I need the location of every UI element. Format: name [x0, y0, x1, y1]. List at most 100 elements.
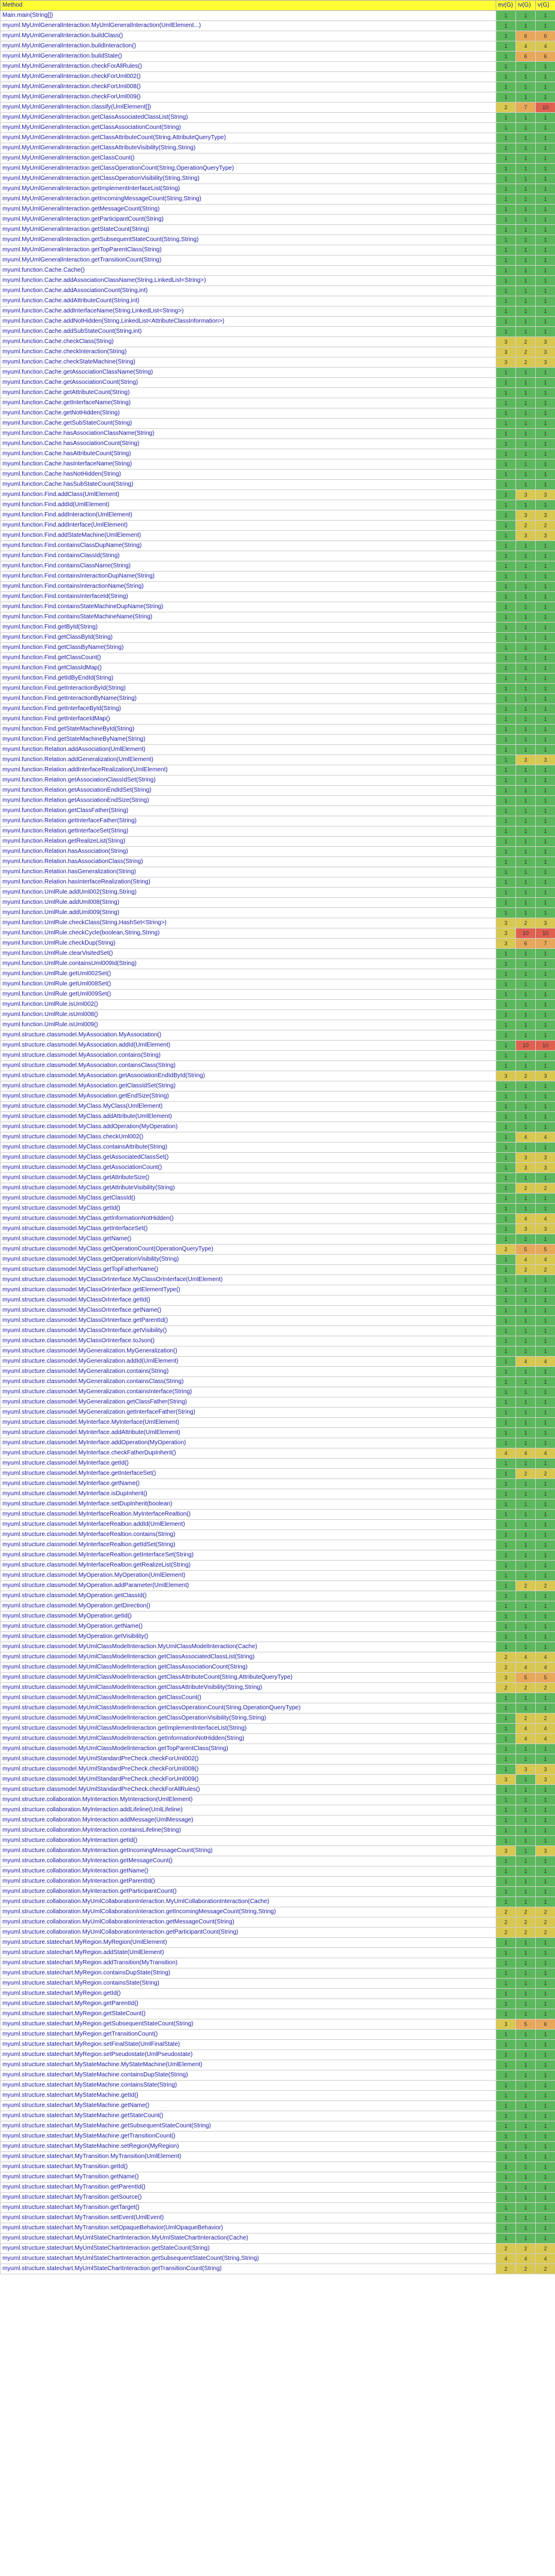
- iv-cell[interactable]: 1: [515, 1142, 536, 1153]
- ev-cell[interactable]: 3: [496, 336, 516, 347]
- ev-cell[interactable]: 1: [496, 1417, 516, 1428]
- method-cell[interactable]: myuml.structure.classmodel.MyInterfaceRe…: [0, 1529, 496, 1540]
- iv-cell[interactable]: 1: [515, 1203, 536, 1214]
- method-cell[interactable]: myuml.structure.collaboration.MyUmlColla…: [0, 1896, 496, 1907]
- ev-cell[interactable]: 3: [496, 938, 516, 949]
- ev-cell[interactable]: 1: [496, 1509, 516, 1520]
- v-cell[interactable]: 3: [535, 918, 555, 928]
- iv-cell[interactable]: 2: [515, 2243, 536, 2254]
- v-cell[interactable]: 1: [535, 1142, 555, 1153]
- ev-cell[interactable]: 1: [496, 2039, 516, 2050]
- ev-cell[interactable]: 1: [496, 1580, 516, 1591]
- iv-cell[interactable]: 1: [515, 265, 536, 276]
- method-cell[interactable]: myuml.function.Find.getStateMachineById(…: [0, 724, 496, 735]
- iv-cell[interactable]: 1: [515, 1815, 536, 1826]
- iv-cell[interactable]: 1: [515, 71, 536, 82]
- method-cell[interactable]: myuml.structure.classmodel.MyGeneralizat…: [0, 1366, 496, 1377]
- v-cell[interactable]: 1: [535, 2070, 555, 2081]
- v-cell[interactable]: 1: [535, 2131, 555, 2142]
- iv-cell[interactable]: 1: [515, 887, 536, 898]
- v-cell[interactable]: 1: [535, 775, 555, 786]
- ev-cell[interactable]: 1: [496, 408, 516, 419]
- method-cell[interactable]: myuml.structure.classmodel.MyInterface.g…: [0, 1468, 496, 1479]
- iv-cell[interactable]: 1: [515, 235, 536, 245]
- v-cell[interactable]: 1: [535, 10, 555, 21]
- v-cell[interactable]: 1: [535, 133, 555, 143]
- iv-column-header[interactable]: iv(G): [515, 0, 536, 11]
- v-cell[interactable]: 4: [535, 1448, 555, 1459]
- iv-cell[interactable]: 1: [515, 867, 536, 877]
- ev-cell[interactable]: 1: [496, 489, 516, 500]
- ev-cell[interactable]: 1: [496, 194, 516, 205]
- method-cell[interactable]: myuml.structure.classmodel.MyClassOrInte…: [0, 1285, 496, 1295]
- ev-cell[interactable]: 1: [496, 551, 516, 561]
- v-cell[interactable]: 1: [535, 163, 555, 174]
- ev-cell[interactable]: 1: [496, 2223, 516, 2234]
- v-cell[interactable]: 3: [535, 755, 555, 765]
- method-cell[interactable]: myuml.MyUmlGeneralInteraction.getClassAt…: [0, 133, 496, 143]
- ev-cell[interactable]: 1: [496, 1978, 516, 1989]
- method-cell[interactable]: myuml.structure.collaboration.MyInteract…: [0, 1856, 496, 1866]
- iv-cell[interactable]: 2: [515, 1580, 536, 1591]
- v-cell[interactable]: 1: [535, 969, 555, 979]
- v-cell[interactable]: 2: [535, 520, 555, 531]
- method-cell[interactable]: myuml.function.UmlRule.addUml008(String): [0, 897, 496, 908]
- v-cell[interactable]: 1: [535, 2029, 555, 2040]
- method-cell[interactable]: myuml.function.UmlRule.isUml008(): [0, 1009, 496, 1020]
- ev-cell[interactable]: 1: [496, 1835, 516, 1846]
- v-cell[interactable]: 1: [535, 1978, 555, 1989]
- iv-cell[interactable]: 1: [515, 2131, 536, 2142]
- v-cell[interactable]: 1: [535, 2039, 555, 2050]
- v-cell[interactable]: 1: [535, 1325, 555, 1336]
- iv-cell[interactable]: 3: [515, 530, 536, 541]
- ev-cell[interactable]: 1: [496, 1478, 516, 1489]
- method-cell[interactable]: myuml.structure.statechart.MyTransition.…: [0, 2223, 496, 2234]
- v-cell[interactable]: 1: [535, 2080, 555, 2091]
- iv-cell[interactable]: 1: [515, 805, 536, 816]
- ev-cell[interactable]: 1: [496, 316, 516, 327]
- v-cell[interactable]: 1: [535, 1795, 555, 1805]
- v-cell[interactable]: 1: [535, 642, 555, 653]
- iv-cell[interactable]: 1: [515, 653, 536, 663]
- iv-cell[interactable]: 1: [515, 581, 536, 592]
- ev-cell[interactable]: 1: [496, 1325, 516, 1336]
- ev-cell[interactable]: 1: [496, 1550, 516, 1561]
- ev-cell[interactable]: 3: [496, 1071, 516, 1081]
- iv-cell[interactable]: 1: [515, 744, 536, 755]
- ev-cell[interactable]: 1: [496, 214, 516, 225]
- ev-cell[interactable]: 1: [496, 1998, 516, 2009]
- iv-cell[interactable]: 1: [515, 622, 536, 633]
- method-cell[interactable]: myuml.function.UmlRule.isUml009(): [0, 1020, 496, 1030]
- v-cell[interactable]: 1: [535, 1407, 555, 1418]
- ev-cell[interactable]: 1: [496, 1275, 516, 1285]
- ev-cell[interactable]: 1: [496, 1805, 516, 1815]
- method-cell[interactable]: myuml.structure.statechart.MyRegion.cont…: [0, 1968, 496, 1979]
- iv-cell[interactable]: 1: [515, 153, 536, 164]
- iv-cell[interactable]: 1: [515, 173, 536, 184]
- v-cell[interactable]: 1: [535, 724, 555, 735]
- ev-cell[interactable]: 1: [496, 1315, 516, 1326]
- ev-cell[interactable]: 1: [496, 1693, 516, 1703]
- method-cell[interactable]: myuml.function.Relation.getAssociationEn…: [0, 785, 496, 796]
- method-cell[interactable]: myuml.MyUmlGeneralInteraction.getStateCo…: [0, 224, 496, 235]
- ev-cell[interactable]: 1: [496, 632, 516, 643]
- iv-cell[interactable]: 2: [515, 1071, 536, 1081]
- ev-cell[interactable]: 1: [496, 71, 516, 82]
- v-cell[interactable]: 1: [535, 153, 555, 164]
- iv-cell[interactable]: 1: [515, 1856, 536, 1866]
- v-cell[interactable]: 1: [535, 1998, 555, 2009]
- iv-cell[interactable]: 1: [515, 275, 536, 286]
- ev-cell[interactable]: 1: [496, 326, 516, 337]
- ev-cell[interactable]: 1: [496, 1458, 516, 1469]
- iv-cell[interactable]: 1: [515, 367, 536, 378]
- method-cell[interactable]: myuml.function.Find.getInterfaceIdMap(): [0, 714, 496, 725]
- method-cell[interactable]: myuml.function.Cache.checkStateMachine(S…: [0, 357, 496, 368]
- iv-cell[interactable]: 4: [515, 1254, 536, 1265]
- v-cell[interactable]: 1: [535, 224, 555, 235]
- ev-cell[interactable]: 1: [496, 1958, 516, 1968]
- iv-cell[interactable]: 1: [515, 734, 536, 745]
- v-cell[interactable]: 1: [535, 2223, 555, 2234]
- method-cell[interactable]: myuml.function.Find.getInteractionByName…: [0, 693, 496, 704]
- v-cell[interactable]: 1: [535, 2060, 555, 2070]
- v-cell[interactable]: 1: [535, 999, 555, 1010]
